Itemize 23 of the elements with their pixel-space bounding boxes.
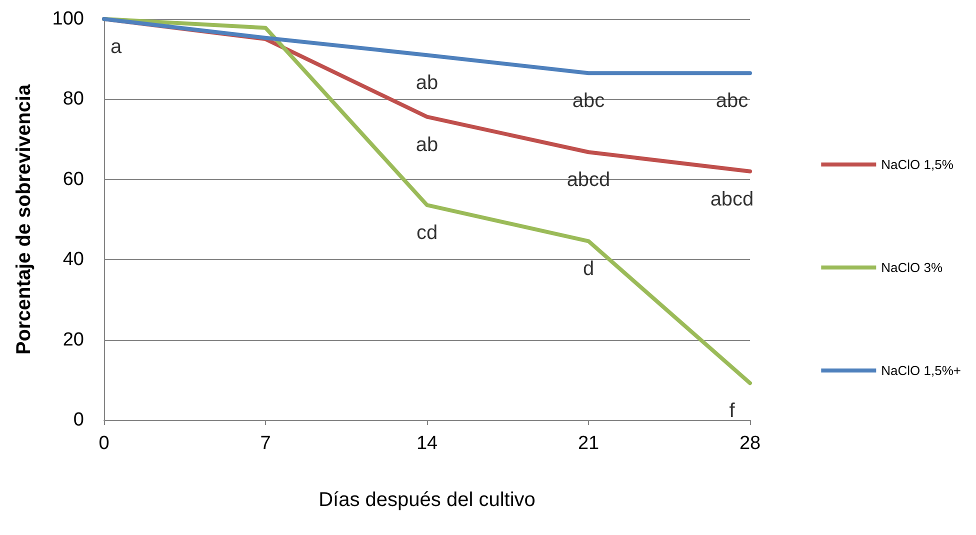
- annotation: a: [110, 36, 122, 58]
- x-tick-label: 14: [416, 433, 438, 454]
- y-tick-label: 40: [62, 249, 84, 270]
- annotation: f: [729, 400, 736, 422]
- legend-label: NaClO 1,5%+: [881, 363, 962, 378]
- annotation: ab: [416, 72, 438, 94]
- annotation: d: [582, 258, 594, 280]
- y-axis-title: Porcentaje de sobrevivencia: [13, 84, 35, 355]
- y-tick-label: 0: [73, 410, 84, 430]
- annotation: cd: [416, 222, 438, 244]
- y-tick-label: 100: [52, 8, 84, 30]
- x-tick-label: 0: [98, 433, 110, 454]
- x-tick-label: 7: [260, 433, 271, 454]
- y-tick-label: 60: [62, 168, 84, 190]
- y-tick-label: 80: [62, 88, 84, 110]
- y-tick-label: 20: [62, 329, 84, 350]
- legend-label: NaClO 3%: [881, 260, 944, 275]
- annotation: ab: [416, 134, 438, 156]
- legend-label: NaClO 1,5%: [881, 157, 954, 172]
- x-axis-title: Días después del cultivo: [318, 489, 536, 511]
- annotation: abcd: [710, 188, 754, 210]
- x-tick-label: 21: [578, 433, 600, 454]
- x-tick-label: 28: [739, 433, 761, 454]
